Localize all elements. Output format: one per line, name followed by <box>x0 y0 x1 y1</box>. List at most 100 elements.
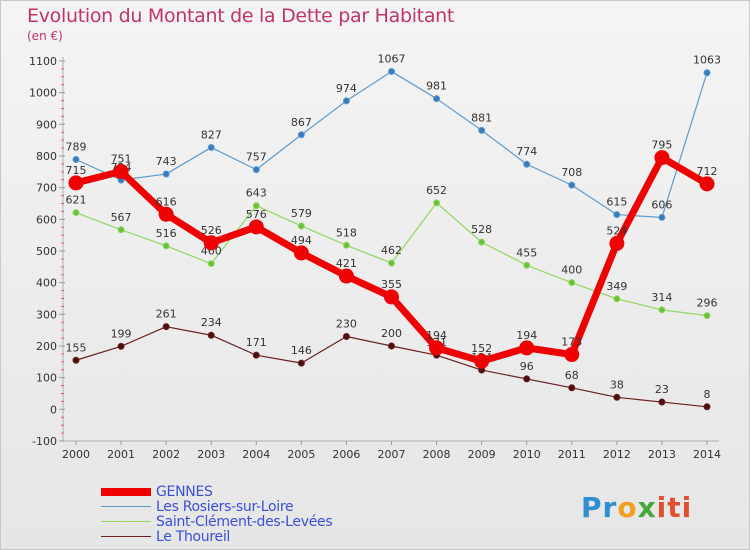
y-tick-label: 1100 <box>29 55 57 68</box>
data-point-les-rosiers-sur-loire <box>297 131 305 139</box>
data-label-le-thoureil: 96 <box>520 360 534 373</box>
x-tick-label: 2003 <box>197 448 225 461</box>
data-point-le-thoureil <box>703 403 711 411</box>
data-label-gennes: 194 <box>426 329 447 342</box>
data-point-gennes <box>203 235 219 251</box>
data-point-saint-cl-ment-des-lev-es <box>703 312 711 320</box>
data-label-saint-cl-ment-des-lev-es: 652 <box>426 184 447 197</box>
x-tick-label: 2004 <box>242 448 270 461</box>
x-tick-label: 2013 <box>648 448 676 461</box>
data-point-gennes <box>113 164 129 180</box>
data-point-les-rosiers-sur-loire <box>388 67 395 75</box>
x-tick-label: 2014 <box>693 448 721 461</box>
data-label-gennes: 715 <box>66 164 87 177</box>
data-label-le-thoureil: 234 <box>201 316 222 329</box>
data-point-le-thoureil <box>252 351 260 359</box>
data-label-gennes: 576 <box>246 208 267 221</box>
data-label-le-thoureil: 155 <box>66 341 87 354</box>
data-point-le-thoureil <box>117 342 125 350</box>
data-point-saint-cl-ment-des-lev-es <box>523 261 531 269</box>
y-tick-label: 100 <box>36 372 57 385</box>
data-label-saint-cl-ment-des-lev-es: 400 <box>561 264 582 277</box>
x-tick-label: 2011 <box>558 448 586 461</box>
data-point-saint-cl-ment-des-lev-es <box>388 259 395 267</box>
data-point-les-rosiers-sur-loire <box>342 97 350 105</box>
data-point-saint-cl-ment-des-lev-es <box>433 199 441 207</box>
data-label-le-thoureil: 146 <box>291 344 312 357</box>
data-label-les-rosiers-sur-loire: 881 <box>471 111 492 124</box>
data-point-le-thoureil <box>523 375 531 383</box>
data-point-le-thoureil <box>207 331 215 339</box>
data-point-le-thoureil <box>162 323 170 331</box>
data-label-les-rosiers-sur-loire: 774 <box>516 145 537 158</box>
data-point-saint-cl-ment-des-lev-es <box>117 226 125 234</box>
data-label-gennes: 421 <box>336 257 357 270</box>
proxiti-logo: Proxiti <box>581 491 693 524</box>
data-point-les-rosiers-sur-loire <box>252 166 260 174</box>
data-label-le-thoureil: 200 <box>381 327 402 340</box>
x-tick-label: 2001 <box>107 448 135 461</box>
data-point-les-rosiers-sur-loire <box>658 213 666 221</box>
x-tick-label: 2012 <box>603 448 631 461</box>
x-tick-label: 2006 <box>332 448 360 461</box>
x-tick-label: 2000 <box>62 448 90 461</box>
data-label-gennes: 194 <box>516 329 537 342</box>
data-label-gennes: 524 <box>606 224 627 237</box>
data-point-gennes <box>158 206 174 222</box>
data-label-saint-cl-ment-des-lev-es: 567 <box>111 211 132 224</box>
data-label-gennes: 494 <box>291 234 312 247</box>
data-label-les-rosiers-sur-loire: 1063 <box>693 54 721 67</box>
data-point-le-thoureil <box>342 333 350 340</box>
data-label-les-rosiers-sur-loire: 1067 <box>378 52 406 65</box>
data-point-les-rosiers-sur-loire <box>478 126 486 134</box>
data-point-saint-cl-ment-des-lev-es <box>162 242 170 250</box>
data-point-saint-cl-ment-des-lev-es <box>613 295 621 303</box>
data-label-les-rosiers-sur-loire: 757 <box>246 151 267 164</box>
data-point-gennes <box>474 353 490 369</box>
y-tick-label: 900 <box>36 118 57 131</box>
x-tick-label: 2009 <box>468 448 496 461</box>
x-tick-label: 2007 <box>378 448 406 461</box>
y-tick-label: -100 <box>32 435 57 448</box>
chart-subtitle: (en €) <box>27 29 63 43</box>
data-point-les-rosiers-sur-loire <box>433 95 441 103</box>
data-label-les-rosiers-sur-loire: 867 <box>291 116 312 129</box>
y-tick-label: 800 <box>36 150 57 163</box>
data-label-saint-cl-ment-des-lev-es: 462 <box>381 244 402 257</box>
data-point-le-thoureil <box>72 356 80 364</box>
y-tick-label: 0 <box>50 403 57 416</box>
data-point-gennes <box>384 289 399 305</box>
data-label-le-thoureil: 199 <box>111 327 132 340</box>
data-label-gennes: 152 <box>471 342 492 355</box>
data-point-les-rosiers-sur-loire <box>703 69 711 77</box>
y-tick-label: 700 <box>36 182 57 195</box>
data-point-saint-cl-ment-des-lev-es <box>568 279 576 287</box>
data-point-les-rosiers-sur-loire <box>568 181 576 189</box>
data-label-gennes: 526 <box>201 224 222 237</box>
data-point-les-rosiers-sur-loire <box>162 170 170 178</box>
data-label-saint-cl-ment-des-lev-es: 579 <box>291 207 312 220</box>
y-tick-label: 500 <box>36 245 57 258</box>
legend-swatch-saint-clement <box>101 521 151 522</box>
data-point-gennes <box>429 340 445 356</box>
data-point-le-thoureil <box>297 359 305 367</box>
data-label-les-rosiers-sur-loire: 708 <box>561 166 582 179</box>
data-point-saint-cl-ment-des-lev-es <box>207 260 215 268</box>
data-point-le-thoureil <box>388 342 395 350</box>
data-point-gennes <box>654 150 670 166</box>
x-tick-label: 2005 <box>287 448 315 461</box>
data-point-gennes <box>519 340 535 356</box>
data-label-les-rosiers-sur-loire: 606 <box>651 198 672 211</box>
data-label-les-rosiers-sur-loire: 743 <box>156 155 177 168</box>
data-point-saint-cl-ment-des-lev-es <box>658 306 666 314</box>
data-label-saint-cl-ment-des-lev-es: 296 <box>697 297 718 310</box>
data-label-gennes: 173 <box>561 336 582 349</box>
data-label-saint-cl-ment-des-lev-es: 518 <box>336 226 357 239</box>
data-label-saint-cl-ment-des-lev-es: 516 <box>156 227 177 240</box>
legend-swatch-gennes <box>101 488 151 496</box>
data-label-saint-cl-ment-des-lev-es: 314 <box>651 291 672 304</box>
y-tick-label: 400 <box>36 277 57 290</box>
data-label-le-thoureil: 68 <box>565 369 579 382</box>
legend-label-gennes: GENNES <box>156 484 213 500</box>
